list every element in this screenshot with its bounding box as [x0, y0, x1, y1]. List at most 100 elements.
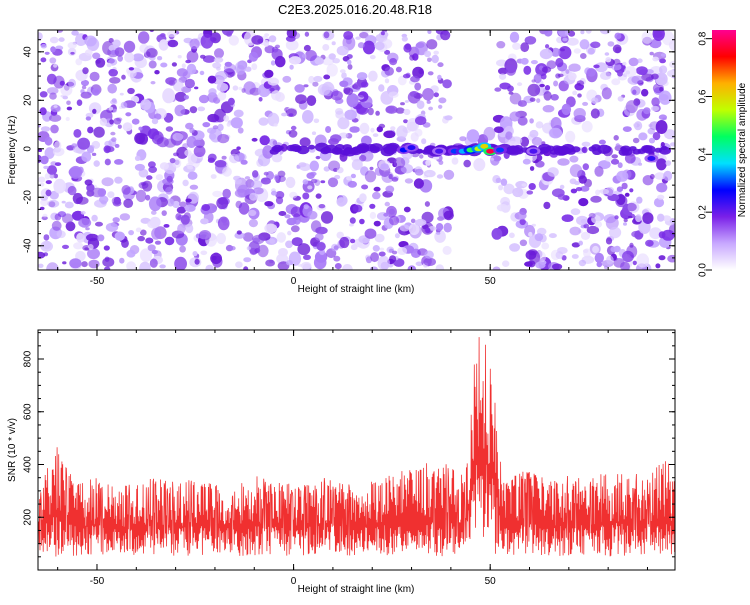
spectrogram-noise-blob	[252, 170, 259, 178]
spectrogram-noise-blob	[343, 31, 354, 40]
spectrogram-noise-blob	[390, 126, 396, 131]
spectrogram-noise-blob	[309, 160, 319, 172]
spectrogram-noise-blob	[606, 255, 614, 265]
spectrogram-noise-blob	[569, 226, 581, 236]
spectrogram-noise-blob	[187, 153, 198, 165]
spectrogram-noise-blob	[628, 57, 639, 67]
spectrogram-noise-blob	[421, 138, 427, 145]
spectrogram-noise-blob	[661, 229, 675, 241]
spectrogram-noise-blob	[626, 202, 637, 212]
spectrogram-noise-blob	[621, 182, 628, 190]
spectrogram-noise-blob	[82, 67, 89, 75]
spectrogram-noise-blob	[131, 118, 140, 125]
spectrogram-noise-blob	[86, 145, 95, 154]
spectrogram-noise-blob	[200, 250, 208, 256]
spectrogram-noise-blob	[253, 187, 264, 195]
spectrogram-noise-blob	[341, 72, 347, 79]
spectrogram-noise-blob	[611, 78, 621, 86]
spectrogram-noise-blob	[200, 33, 214, 49]
spectrogram-noise-blob	[53, 178, 66, 194]
spectrogram-noise-blob	[40, 240, 53, 252]
spectrogram-noise-blob	[215, 70, 229, 80]
spectrogram-noise-blob	[242, 232, 254, 242]
spectrogram-noise-blob	[346, 59, 352, 65]
spectrogram-noise-blob	[392, 250, 398, 255]
spectrogram-noise-blob	[86, 183, 95, 192]
spectrogram-noise-blob	[393, 258, 405, 267]
spectrogram-noise-blob	[649, 51, 654, 56]
chart-title: C2E3.2025.016.20.48.R18	[278, 2, 432, 17]
spectrogram-noise-blob	[374, 41, 385, 51]
spectrogram-noise-blob	[139, 248, 153, 262]
spectrogram-noise-blob	[641, 73, 654, 82]
spectrogram-noise-blob	[641, 88, 649, 97]
spectrogram-noise-blob	[244, 176, 251, 180]
spectrogram-noise-blob	[184, 78, 195, 89]
spectrogram-noise-blob	[189, 38, 200, 50]
spectrogram-noise-blob	[569, 155, 579, 163]
spectrogram-noise-blob	[662, 117, 667, 121]
spectrogram-noise-blob	[318, 204, 326, 209]
spectrogram-noise-blob	[275, 191, 285, 199]
spectrogram-noise-blob	[665, 160, 672, 166]
signal-peak	[496, 147, 504, 153]
spectrogram-noise-blob	[565, 130, 576, 143]
spectrogram-noise-blob	[383, 130, 396, 139]
spectrogram-noise-blob	[580, 53, 587, 59]
spectrogram-noise-blob	[337, 117, 350, 130]
spectrogram-noise-blob	[545, 44, 550, 49]
spectrogram-noise-blob	[424, 50, 432, 58]
spectrogram-noise-blob	[568, 72, 577, 81]
spectrogram-noise-blob	[287, 230, 292, 236]
spectrogram-noise-blob	[304, 50, 317, 61]
spectrogram-noise-blob	[132, 53, 144, 62]
spectrogram-noise-blob	[142, 180, 153, 192]
spectrogram-noise-blob	[62, 244, 69, 249]
snr-axes: -50 0 50 200 400 600 800	[23, 330, 675, 587]
spectrogram-noise-blob	[99, 195, 109, 204]
spectrogram-noise-blob	[49, 57, 57, 64]
spectrogram-noise-blob	[434, 230, 446, 243]
spectrogram-noise-blob	[668, 39, 675, 51]
spectrogram-noise-blob	[372, 191, 381, 200]
spectrogram-noise-blob	[607, 41, 615, 47]
spectrogram-noise-blob	[630, 85, 641, 96]
spectrogram-noise-blob	[536, 98, 541, 103]
spectrogram-noise-blob	[187, 171, 198, 180]
x-tick-label: 0	[291, 276, 297, 287]
spectrogram-noise-blob	[212, 190, 223, 198]
spectrogram-noise-blob	[505, 64, 517, 76]
spectrogram-noise-blob	[588, 212, 596, 219]
spectrogram-noise-blob	[426, 172, 431, 176]
spectrogram-noise-blob	[99, 117, 108, 126]
spectrogram-noise-blob	[378, 251, 386, 257]
spectrogram-noise-blob	[378, 84, 385, 92]
spectrogram-noise-blob	[414, 82, 422, 91]
spectrogram-noise-blob	[638, 132, 648, 141]
spectrogram-noise-blob	[339, 80, 349, 88]
spectrogram-noise-blob	[104, 266, 111, 270]
spectrogram-noise-blob	[653, 197, 665, 208]
spectrogram-noise-blob	[198, 94, 210, 104]
spectrogram-noise-blob	[50, 124, 59, 134]
spectrogram-noise-blob	[77, 137, 90, 150]
spectrogram-noise-blob	[431, 54, 439, 64]
spectrogram-noise-blob	[649, 38, 662, 49]
spectrogram-noise-blob	[217, 216, 230, 231]
spectrogram-noise-blob	[352, 204, 363, 213]
spectrogram-noise-blob	[91, 140, 101, 149]
spectrogram-noise-blob	[140, 99, 152, 111]
spectrogram-noise-blob	[114, 159, 124, 165]
spectrogram-noise-blob	[550, 94, 559, 101]
spectrogram-noise-blob	[119, 92, 124, 96]
spectrogram-noise-blob	[328, 160, 341, 172]
spectrogram-noise-blob	[44, 147, 55, 159]
y-tick-label: 20	[23, 94, 34, 106]
spectrogram-noise-blob	[548, 233, 557, 239]
spectrogram-noise-blob	[517, 100, 528, 107]
spectrogram-noise-blob	[403, 206, 411, 213]
x-tick-label: 0	[291, 576, 297, 587]
spectrogram-noise-blob	[609, 226, 622, 239]
spectrogram-noise-blob	[412, 66, 424, 79]
